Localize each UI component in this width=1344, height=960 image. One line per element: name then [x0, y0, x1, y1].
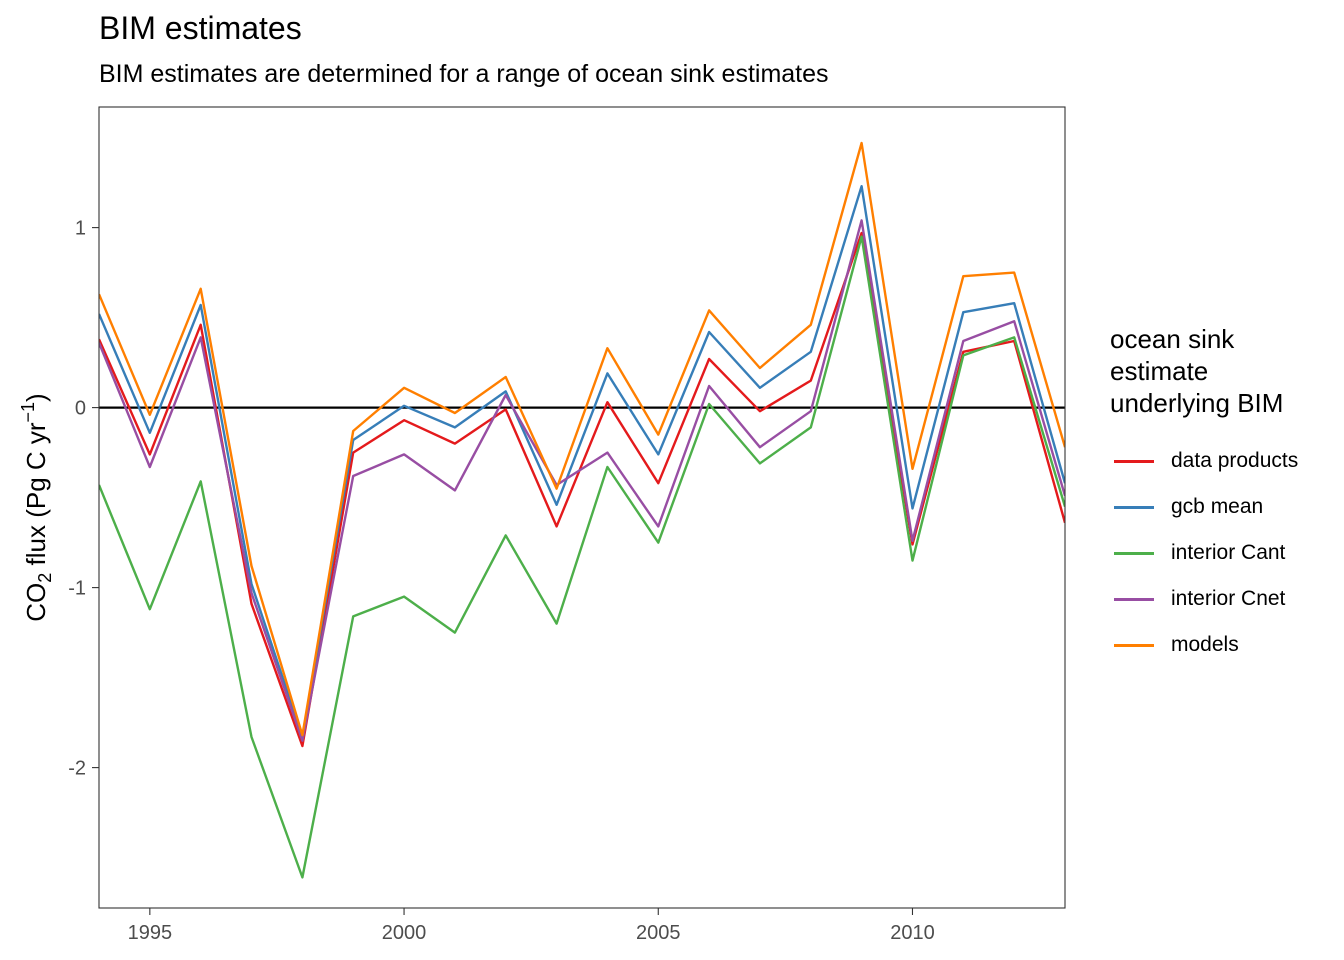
legend-item-interior-cnet: interior Cnet: [1110, 576, 1310, 622]
y-tick-label: 0: [75, 398, 86, 420]
legend-title: ocean sink estimate underlying BIM: [1110, 324, 1284, 418]
legend-label: models: [1171, 633, 1239, 656]
y-axis-title-sub: 2: [35, 573, 55, 583]
legend-label: data products: [1171, 449, 1299, 472]
legend-swatch: [1114, 459, 1154, 463]
series-line-interior-cant: [99, 235, 1065, 879]
legend-items: data products gcb mean interior Cant interi…: [1110, 438, 1310, 668]
series-line-models: [99, 141, 1065, 737]
series-line-data-products: [99, 231, 1065, 748]
legend-item-data-products: data products: [1110, 438, 1310, 484]
x-tick-label: 1995: [128, 922, 173, 944]
series-line-interior-cnet: [99, 219, 1065, 742]
y-axis-title-sup: −1: [18, 402, 38, 423]
x-tick-label: 2010: [890, 922, 935, 944]
y-axis-title-base: CO: [21, 583, 51, 622]
y-tick-label: -1: [68, 578, 86, 600]
legend-label: gcb mean: [1171, 495, 1264, 518]
panel-border: [98, 106, 1066, 909]
legend-label: interior Cant: [1171, 541, 1286, 564]
y-tick-label: 1: [75, 218, 86, 240]
legend-item-gcb-mean: gcb mean: [1110, 484, 1310, 530]
legend-label: interior Cnet: [1171, 587, 1286, 610]
y-axis-title: CO2 flux (Pg C yr−1): [18, 393, 55, 621]
x-tick-label: 2000: [382, 922, 427, 944]
chart-subtitle: BIM estimates are determined for a range…: [99, 60, 829, 88]
legend-swatch: [1114, 597, 1154, 601]
legend-swatch: [1114, 643, 1154, 647]
y-axis-title-end: ): [21, 393, 51, 402]
legend: ocean sink estimate underlying BIM data …: [1110, 323, 1310, 668]
chart-title: BIM estimates: [99, 10, 302, 46]
y-tick-label: -2: [68, 758, 86, 780]
series-line-gcb-mean: [99, 184, 1065, 739]
y-axis-title-mid: flux (Pg C yr: [21, 422, 51, 573]
legend-swatch: [1114, 551, 1154, 555]
legend-item-models: models: [1110, 622, 1310, 668]
legend-item-interior-cant: interior Cant: [1110, 530, 1310, 576]
legend-swatch: [1114, 505, 1154, 509]
x-tick-label: 2005: [636, 922, 681, 944]
